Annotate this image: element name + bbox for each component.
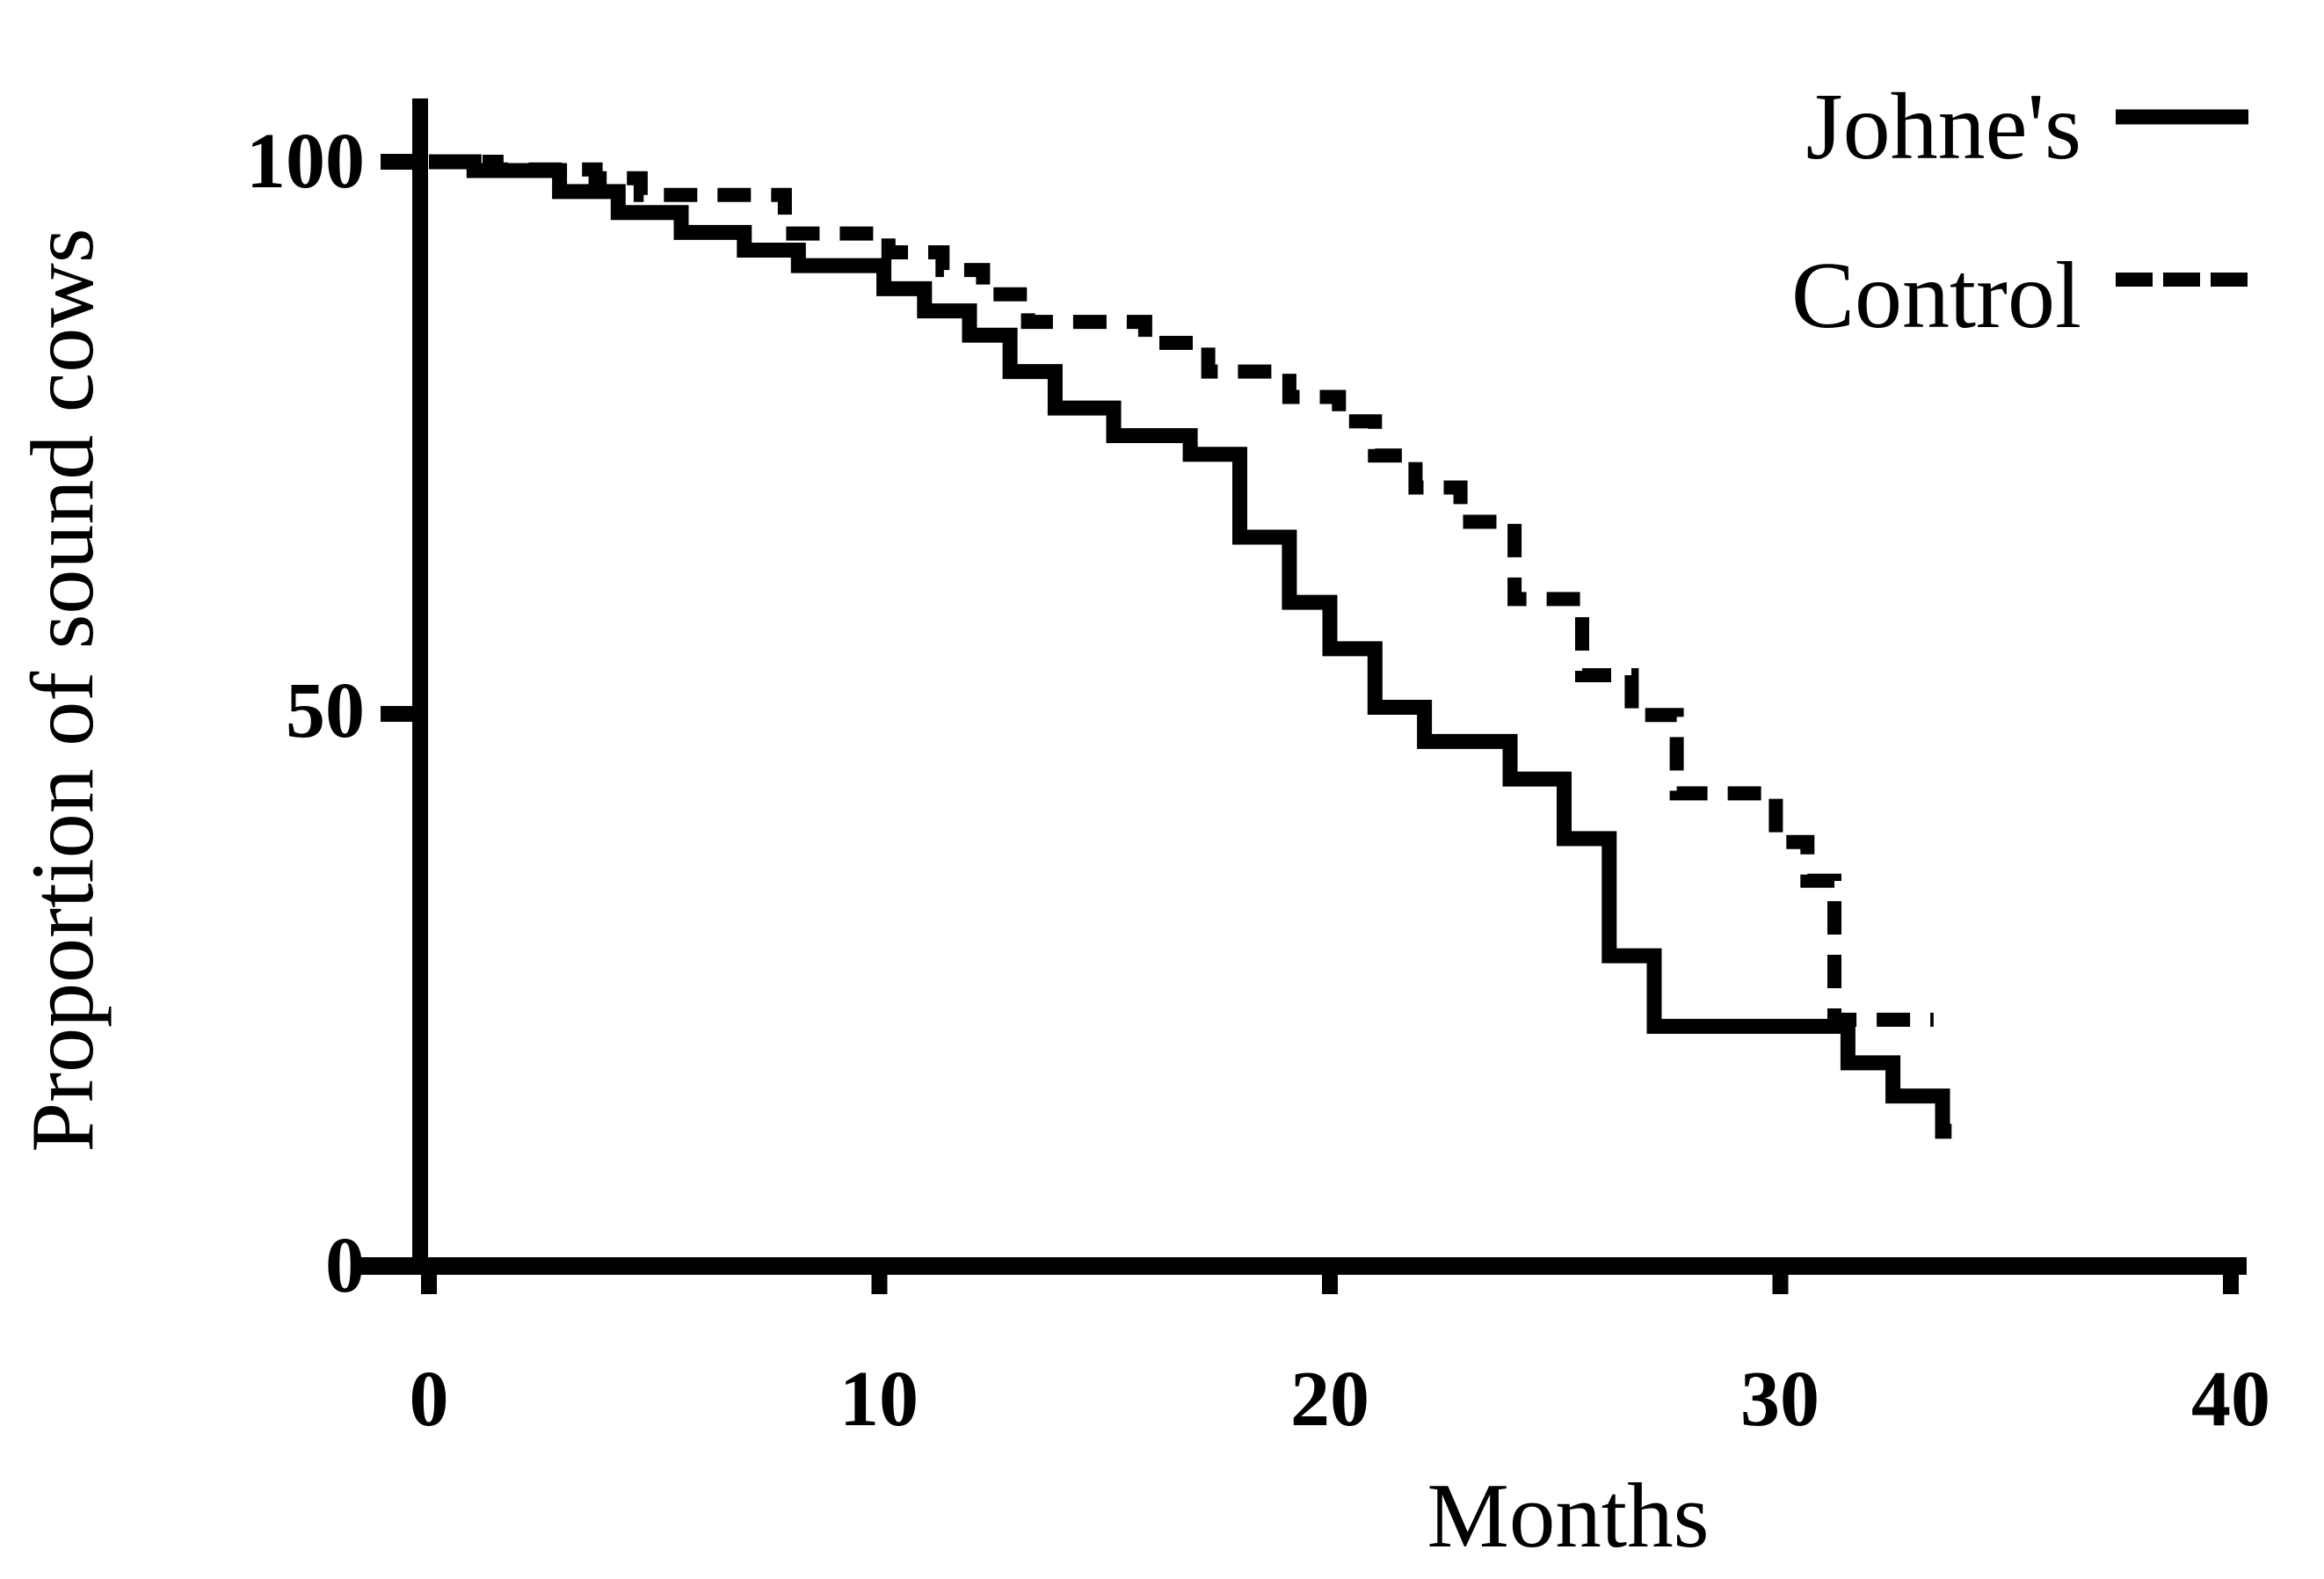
x-tick-marks — [421, 1257, 2239, 1294]
x-tick-label-10: 10 — [839, 1356, 919, 1443]
x-tick-mark-20 — [1322, 1257, 1338, 1294]
x-tick-label-0: 0 — [409, 1356, 449, 1443]
legend-label-johnes: Johne's — [1805, 75, 2081, 179]
legend-label-control: Control — [1790, 244, 2081, 348]
y-tick-mark-50 — [381, 706, 428, 722]
y-axis-title: Proportion of sound cows — [13, 228, 113, 1153]
x-tick-label-40: 40 — [2191, 1356, 2270, 1443]
y-tick-mark-0 — [381, 1258, 428, 1274]
x-tick-mark-10 — [871, 1257, 888, 1294]
johnes-curve — [429, 154, 1952, 1139]
y-tick-label-100: 100 — [246, 118, 365, 205]
y-tick-label-50: 50 — [286, 667, 365, 754]
x-axis-title: Months — [1427, 1464, 1710, 1567]
control-curve — [429, 155, 1934, 1027]
x-tick-label-20: 20 — [1290, 1356, 1369, 1443]
y-tick-mark-100 — [381, 154, 428, 170]
x-tick-label-30: 30 — [1740, 1356, 1819, 1443]
x-tick-mark-30 — [1772, 1257, 1789, 1294]
y-axis-line — [412, 98, 428, 1275]
x-tick-mark-40 — [2223, 1257, 2239, 1294]
y-tick-marks — [381, 154, 428, 1274]
y-tick-label-0: 0 — [325, 1222, 365, 1309]
x-axis-line — [359, 1257, 2247, 1275]
